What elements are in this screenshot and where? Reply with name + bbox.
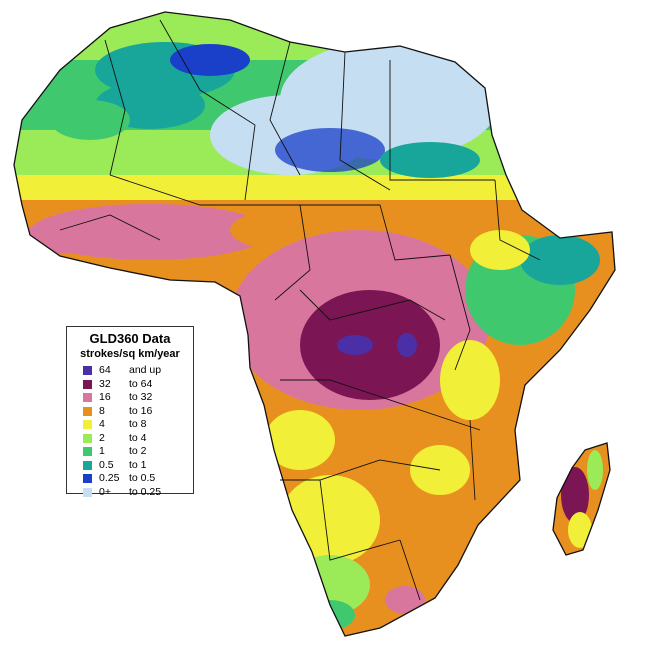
legend-swatch [83, 460, 92, 470]
legend-low-value: 2 [99, 431, 105, 444]
legend-swatch [83, 487, 92, 497]
legend-low-value: 8 [99, 404, 105, 417]
legend-high-value: to 4 [129, 431, 147, 444]
legend-low-value: 4 [99, 418, 105, 430]
legend-swatch [83, 447, 92, 456]
legend-low-value: 16 [99, 391, 111, 403]
legend-row: 32 to 64 [67, 378, 193, 392]
legend-high-value: to 0.5 [129, 472, 156, 484]
legend-high-value: to 0.25 [129, 485, 162, 498]
legend-low-value: 32 [99, 377, 111, 390]
legend-high-value: to 1 [129, 458, 147, 471]
legend-low-value: 64 [99, 364, 111, 376]
legend-low-value: 1 [99, 445, 105, 457]
legend-high-value: and up [129, 364, 162, 376]
legend-swatch [83, 379, 92, 389]
legend-title: GLD360 Data [89, 331, 171, 346]
legend-swatch [83, 406, 92, 416]
legend-row: 8 to 16 [67, 405, 193, 419]
legend-high-value: to 64 [129, 377, 153, 390]
legend-row: 0+ to 0.25 [67, 486, 193, 500]
legend-swatch [83, 433, 92, 443]
legend-row: 1 to 2 [67, 445, 193, 459]
legend-row: 16 to 32 [67, 391, 193, 405]
legend-subtitle: strokes/sq km/year [80, 348, 180, 360]
map-legend: GLD360 Data strokes/sq km/year 64 and up… [66, 326, 194, 498]
legend-row: 64 and up [67, 364, 193, 378]
legend-low-value: 0.5 [99, 458, 114, 471]
legend-swatch [83, 474, 92, 483]
legend-high-value: to 8 [129, 418, 147, 430]
legend-row: 4 to 8 [67, 418, 193, 432]
country-borders [59, 19, 541, 601]
legend-row: 0.5 to 1 [67, 459, 193, 473]
legend-high-value: to 32 [129, 391, 153, 403]
legend-high-value: to 2 [129, 445, 147, 457]
legend-swatch [83, 420, 92, 429]
legend-high-value: to 16 [129, 404, 153, 417]
legend-low-value: 0.25 [99, 472, 120, 484]
legend-low-value: 0+ [99, 485, 111, 498]
legend-row: 2 to 4 [67, 432, 193, 446]
legend-row: 0.25 to 0.5 [67, 472, 193, 486]
legend-swatch [83, 393, 92, 402]
legend-swatch [83, 366, 92, 375]
